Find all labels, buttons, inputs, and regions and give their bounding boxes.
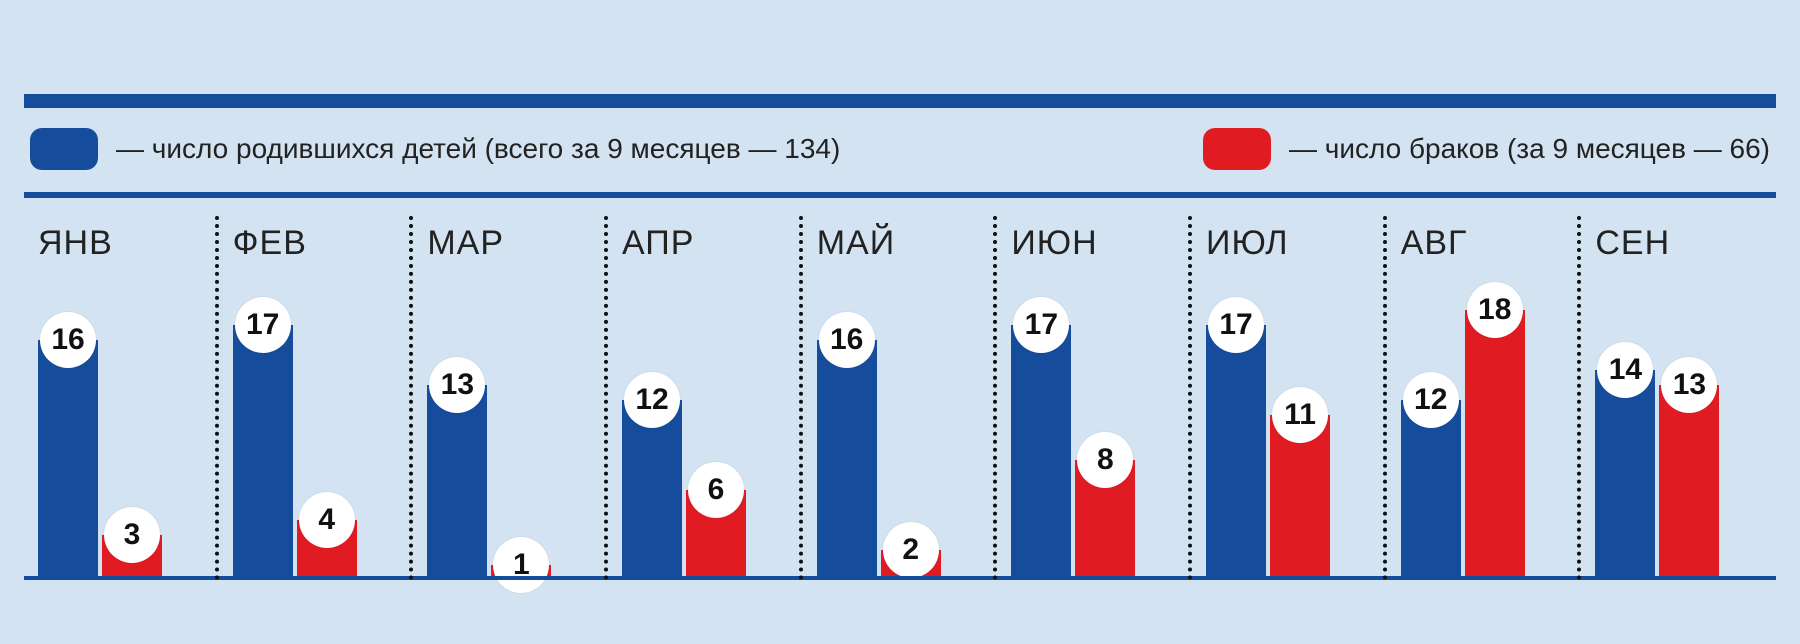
value-badge: 8	[1077, 432, 1133, 488]
baseline	[997, 576, 1192, 580]
bar-births: 16	[38, 340, 98, 580]
month-column: ИЮН178	[997, 216, 1192, 580]
baseline	[1387, 576, 1582, 580]
bar-births: 14	[1595, 370, 1655, 580]
month-label: МАЙ	[803, 216, 998, 276]
bar-marriages: 13	[1659, 385, 1719, 580]
bars-area: 174	[219, 276, 414, 580]
value-badge: 6	[688, 462, 744, 518]
value-badge: 17	[1208, 297, 1264, 353]
value-badge: 17	[235, 297, 291, 353]
month-column: ЯНВ163	[24, 216, 219, 580]
legend-item-0: — число родившихся детей (всего за 9 мес…	[30, 128, 840, 170]
bar-births: 12	[622, 400, 682, 580]
month-label: СЕН	[1581, 216, 1776, 276]
bar-births: 17	[1206, 325, 1266, 580]
month-column: ИЮЛ1711	[1192, 216, 1387, 580]
value-badge: 16	[40, 312, 96, 368]
bar-marriages: 3	[102, 535, 162, 580]
legend-label: — число родившихся детей (всего за 9 мес…	[116, 133, 840, 165]
value-badge: 4	[299, 492, 355, 548]
baseline	[803, 576, 998, 580]
legend-label: — число браков (за 9 месяцев — 66)	[1289, 133, 1770, 165]
mid-divider-rule	[24, 192, 1776, 198]
value-badge: 12	[624, 372, 680, 428]
value-badge: 2	[883, 522, 939, 578]
baseline	[413, 576, 608, 580]
bar-births: 12	[1401, 400, 1461, 580]
month-column: АВГ1218	[1387, 216, 1582, 580]
month-label: АВГ	[1387, 216, 1582, 276]
baseline	[608, 576, 803, 580]
month-label: МАР	[413, 216, 608, 276]
baseline	[219, 576, 414, 580]
bars-area: 1413	[1581, 276, 1776, 580]
value-badge: 3	[104, 507, 160, 563]
top-divider-rule	[24, 94, 1776, 108]
value-badge: 14	[1597, 342, 1653, 398]
legend-item-1: — число браков (за 9 месяцев — 66)	[1203, 128, 1770, 170]
legend-swatch	[1203, 128, 1271, 170]
baseline	[1192, 576, 1387, 580]
monthly-bar-chart: ЯНВ163ФЕВ174МАР131АПР126МАЙ162ИЮН178ИЮЛ1…	[24, 216, 1776, 580]
value-badge: 18	[1467, 282, 1523, 338]
month-column: АПР126	[608, 216, 803, 580]
month-label: АПР	[608, 216, 803, 276]
month-label: ИЮН	[997, 216, 1192, 276]
bar-births: 17	[233, 325, 293, 580]
value-badge: 13	[1661, 357, 1717, 413]
value-badge: 17	[1013, 297, 1069, 353]
baseline	[24, 576, 219, 580]
baseline	[1581, 576, 1776, 580]
bar-births: 13	[427, 385, 487, 580]
bars-area: 1711	[1192, 276, 1387, 580]
bar-births: 16	[817, 340, 877, 580]
value-badge: 1	[493, 537, 549, 593]
legend-swatch	[30, 128, 98, 170]
month-column: МАР131	[413, 216, 608, 580]
bars-area: 131	[413, 276, 608, 580]
value-badge: 11	[1272, 387, 1328, 443]
bars-area: 1218	[1387, 276, 1582, 580]
bar-marriages: 6	[686, 490, 746, 580]
bars-area: 163	[24, 276, 219, 580]
month-label: ИЮЛ	[1192, 216, 1387, 276]
value-badge: 12	[1403, 372, 1459, 428]
month-column: ФЕВ174	[219, 216, 414, 580]
bar-marriages: 4	[297, 520, 357, 580]
month-column: СЕН1413	[1581, 216, 1776, 580]
month-column: МАЙ162	[803, 216, 998, 580]
bars-area: 178	[997, 276, 1192, 580]
bar-births: 17	[1011, 325, 1071, 580]
bars-area: 126	[608, 276, 803, 580]
value-badge: 16	[819, 312, 875, 368]
bars-area: 162	[803, 276, 998, 580]
bar-marriages: 8	[1075, 460, 1135, 580]
bar-marriages: 18	[1465, 310, 1525, 580]
legend: — число родившихся детей (всего за 9 мес…	[24, 128, 1776, 170]
bar-marriages: 11	[1270, 415, 1330, 580]
month-label: ФЕВ	[219, 216, 414, 276]
month-label: ЯНВ	[24, 216, 219, 276]
value-badge: 13	[429, 357, 485, 413]
